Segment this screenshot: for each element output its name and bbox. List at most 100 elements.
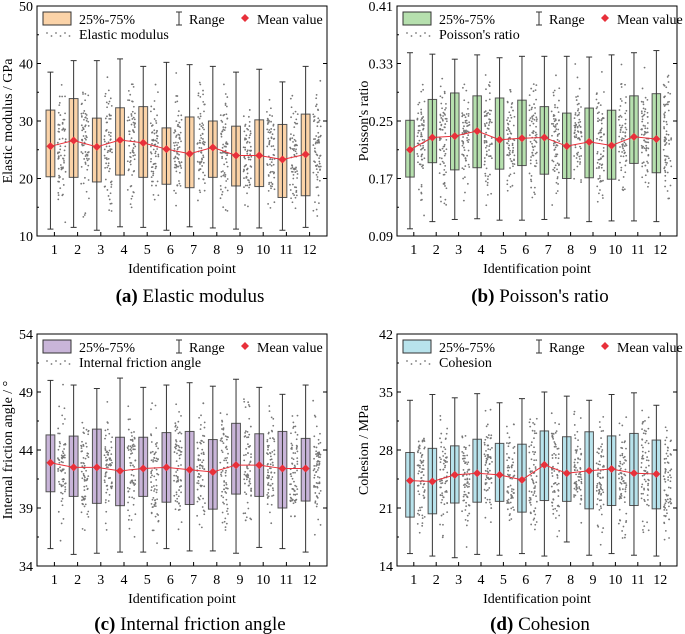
scatter-point [467,492,470,494]
scatter-point [535,98,538,101]
scatter-point [110,464,113,466]
scatter-point [554,146,557,149]
legend-scatter-label: Elastic modulus [79,28,169,43]
scatter-point [645,439,648,442]
scatter-point [127,501,129,504]
scatter-point [173,131,176,134]
scatter-point [62,484,64,487]
scatter-point [575,96,577,98]
scatter-point [174,422,177,425]
scatter-point [441,160,444,163]
scatter-point [200,452,203,455]
scatter-points [528,417,538,531]
scatter-point [317,451,319,454]
legend-scatter-dot [64,32,66,34]
scatter-point [180,114,183,117]
scatter-point [225,142,227,145]
legend-range-label: Range [549,341,585,356]
scatter-points [438,77,448,206]
scatter-point [597,178,600,180]
scatter-point [151,166,154,168]
scatter-point [573,487,576,490]
scatter-point [422,119,425,122]
scatter-point [534,513,537,516]
scatter-point [645,131,648,134]
scatter-point [272,124,275,127]
scatter-point [508,519,511,522]
scatter-point [418,139,421,142]
mean-point [162,145,171,154]
scatter-point [104,92,107,95]
scatter-point [440,123,443,126]
scatter-point [513,474,516,477]
scatter-point [59,442,62,445]
scatter-point [106,421,109,424]
scatter-point [461,510,463,513]
scatter-point [128,130,130,133]
x-tick-label: 6 [167,573,174,588]
scatter-point [599,129,602,132]
scatter-point [533,430,536,432]
scatter-point [131,452,134,455]
mean-point [185,149,194,158]
scatter-point [488,109,491,112]
scatter-point [61,95,64,98]
scatter-point [224,471,227,474]
scatter-point [133,143,136,146]
legend-scatter-dot [68,363,71,365]
scatter-point [266,493,269,496]
mean-point [116,466,125,475]
x-tick-label: 3 [97,243,104,258]
scatter-point [58,138,61,141]
scatter-point [104,522,107,525]
scatter-point [104,499,107,501]
scatter-point [533,528,536,531]
scatter-point [197,94,200,97]
scatter-point [176,469,179,471]
scatter-point [664,111,666,114]
scatter-point [244,125,246,127]
scatter-point [155,131,158,134]
scatter-point [129,418,131,421]
scatter-point [202,441,205,444]
scatter-point [62,128,65,131]
scatter-point [132,481,135,484]
scatter-point [667,103,669,106]
scatter-point [106,166,109,169]
scatter-point [664,470,667,473]
scatter-point [488,98,491,101]
scatter-point [533,459,536,462]
y-tick-label: 40 [19,58,33,73]
scatter-point [223,129,226,131]
scatter-point [647,450,650,453]
scatter-point [440,514,443,517]
scatter-point [535,475,538,478]
mean-point [301,150,310,159]
scatter-point [530,87,533,90]
scatter-point [150,105,153,108]
scatter-point [644,470,647,472]
scatter-point [315,186,318,189]
scatter-point [483,141,486,144]
scatter-point [600,454,602,457]
scatter-point [596,137,598,140]
scatter-point [108,432,111,435]
scatter-point [266,164,269,166]
scatter-point [599,483,602,486]
scatter-point [667,81,670,83]
scatter-point [313,414,316,417]
scatter-point [467,149,470,152]
scatter-point [246,172,249,175]
scatter-point [227,452,229,455]
scatter-point [57,151,59,154]
scatter-point [533,118,536,121]
scatter-point [574,129,576,132]
scatter-point [272,163,275,166]
scatter-point [61,129,64,131]
x-tick-label: 11 [280,573,293,588]
scatter-point [508,136,511,139]
scatter-point [86,477,89,480]
scatter-point [242,115,245,118]
scatter-point [439,114,442,117]
legend-scatter-dot [68,35,71,37]
